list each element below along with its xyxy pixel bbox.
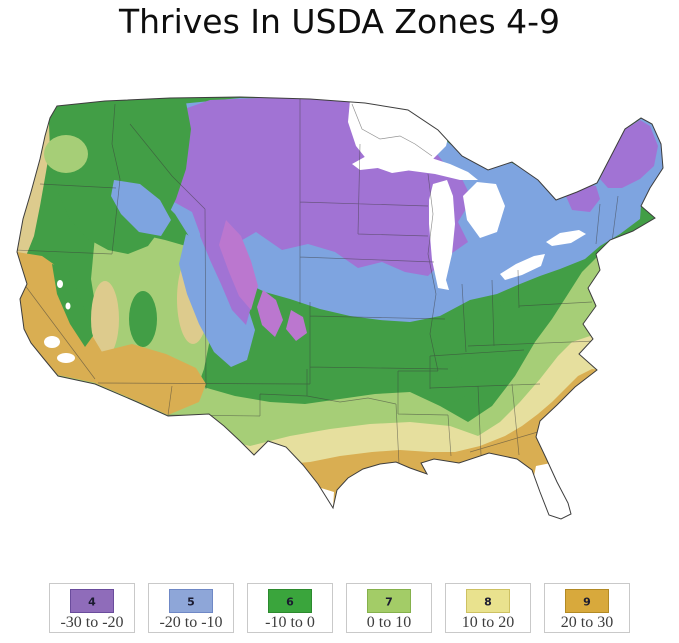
us-outline: [16, 96, 664, 520]
zone-9-number: 9: [583, 596, 591, 609]
zone-5-range: -20 to -10: [159, 613, 223, 631]
zone6-appalachian-ridge: [452, 299, 516, 402]
legend-item-zone-5: 5 -20 to -10: [148, 583, 234, 633]
zone9-west-region: [17, 252, 206, 415]
legend-item-zone-9: 9 20 to 30: [544, 583, 630, 633]
zone-5-swatch: 5: [169, 589, 213, 613]
zone7-columbia-basin: [44, 135, 88, 173]
zone-legend: 4 -30 to -20 5 -20 to -10 6 -10 to 0 7 0…: [0, 583, 679, 633]
lake-superior: [352, 152, 478, 180]
zone-8-number: 8: [484, 596, 492, 609]
legend-item-zone-6: 6 -10 to 0: [247, 583, 333, 633]
lake-michigan: [429, 180, 455, 290]
zone-9-swatch: 9: [565, 589, 609, 613]
sierra-white-fleck: [57, 280, 63, 288]
usda-zone-map-svg: [16, 96, 664, 520]
water-and-excluded-zones: [44, 97, 586, 519]
lake-erie: [500, 254, 545, 280]
state-boundaries: [17, 99, 619, 465]
zone4-magenta-patches: [219, 220, 307, 341]
zone-6-range: -10 to 0: [265, 613, 315, 631]
socal-desert-white: [44, 336, 60, 348]
zone-8-swatch: 8: [466, 589, 510, 613]
zone-4-number: 4: [88, 596, 96, 609]
zone-4-range: -30 to -20: [60, 613, 124, 631]
zone-7-swatch: 7: [367, 589, 411, 613]
zone5-rockies-patches: [111, 180, 255, 367]
zone-7-range: 0 to 10: [366, 613, 412, 631]
page-title: Thrives In USDA Zones 4-9: [118, 2, 561, 41]
zone-9-range: 20 to 30: [560, 613, 614, 631]
lake-huron: [463, 182, 505, 238]
socal-desert-white: [57, 353, 75, 363]
sierra-white-fleck: [65, 302, 71, 310]
zone-7-number: 7: [385, 596, 393, 609]
legend-item-zone-4: 4 -30 to -20: [49, 583, 135, 633]
legend-item-zone-7: 7 0 to 10: [346, 583, 432, 633]
zone-6-swatch: 6: [268, 589, 312, 613]
zone-8-range: 10 to 20: [461, 613, 515, 631]
lake-ontario: [546, 230, 586, 246]
legend-item-zone-8: 8 10 to 20: [445, 583, 531, 633]
zone-6-number: 6: [286, 596, 294, 609]
usda-zone-map: [0, 84, 679, 554]
zone-5-number: 5: [187, 596, 195, 609]
zone-4-swatch: 4: [70, 589, 114, 613]
zone6-basin-patch: [129, 291, 157, 347]
